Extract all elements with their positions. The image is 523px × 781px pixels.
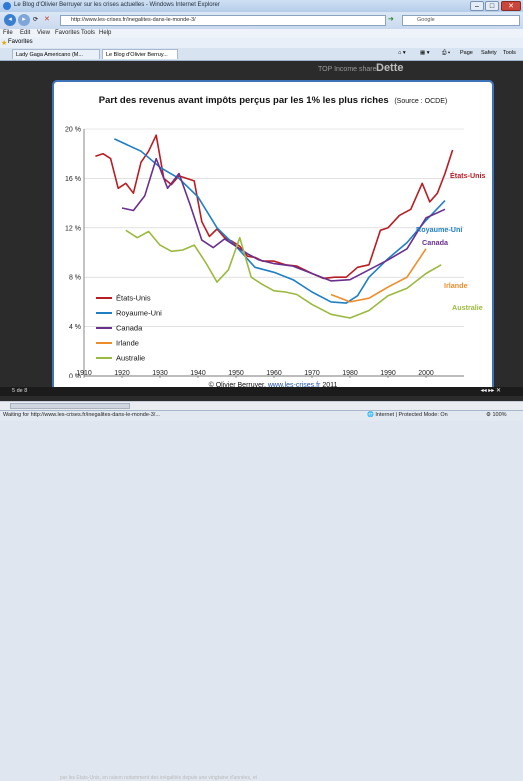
back-icon[interactable]: ◂ bbox=[4, 14, 16, 26]
forward-icon[interactable]: ▸ bbox=[18, 14, 30, 26]
legend-label: Australie bbox=[116, 354, 145, 363]
zoom-level[interactable]: ⚙ 100% bbox=[486, 412, 507, 418]
behind-text: par les Etats-Unis, en raison notamment … bbox=[60, 775, 257, 781]
tab-bar: Lady Gaga Americano (M... Le Blog d'Oliv… bbox=[0, 48, 523, 61]
feeds-icon[interactable]: ▦ ▾ bbox=[420, 50, 430, 56]
x-tick-label: 1920 bbox=[114, 370, 130, 377]
slide-controls[interactable]: ◂◂ ▸▸ ✕ bbox=[480, 388, 501, 394]
series-end-label: Australie bbox=[452, 303, 483, 312]
y-tick-label: 8 % bbox=[69, 275, 81, 282]
tab-blog[interactable]: Le Blog d'Olivier Berruy... bbox=[102, 49, 178, 59]
series-line-Canada bbox=[121, 157, 446, 282]
x-tick-label: 1940 bbox=[190, 370, 206, 377]
credit-link[interactable]: www.les-crises.fr bbox=[267, 382, 321, 389]
horizontal-scrollbar[interactable] bbox=[0, 401, 523, 411]
income-chart: Part des revenus avant impôts perçus par… bbox=[65, 95, 486, 381]
menu-bar: File Edit View Favorites Tools Help bbox=[0, 29, 523, 38]
background-left-text: TOP Income share bbox=[318, 66, 377, 73]
go-icon[interactable]: ➜ bbox=[388, 16, 394, 23]
x-tick-label: 1990 bbox=[380, 370, 396, 377]
stop-icon[interactable]: ✕ bbox=[44, 16, 50, 23]
menu-edit[interactable]: Edit bbox=[20, 30, 31, 36]
page-content: TOP Income share Dette Part des revenus … bbox=[0, 61, 523, 401]
close-button[interactable]: ✕ bbox=[501, 1, 521, 11]
ie-logo-icon bbox=[3, 2, 11, 10]
security-zone: 🌐 Internet | Protected Mode: On bbox=[367, 412, 448, 418]
legend-label: Irlande bbox=[116, 339, 139, 348]
status-bar: Waiting for http://www.les-crises.fr/ine… bbox=[0, 410, 523, 421]
search-input[interactable]: Google bbox=[402, 15, 520, 26]
print-icon[interactable]: ⎙ ▾ bbox=[442, 50, 451, 56]
favorites-button[interactable]: Favorites bbox=[8, 39, 33, 45]
series-line-Australie bbox=[125, 229, 442, 319]
menu-help[interactable]: Help bbox=[99, 30, 112, 36]
chart-title: Part des revenus avant impôts perçus par… bbox=[99, 95, 447, 106]
menu-tools[interactable]: Tools bbox=[81, 30, 96, 36]
minimize-button[interactable]: – bbox=[470, 1, 484, 11]
chart-subtitle: (Source : OCDE) bbox=[394, 98, 447, 105]
safety-menu[interactable]: Safety bbox=[481, 50, 497, 56]
chart-axes: 0 % 4 % 8 % 12 % 16 % 20 % 1910 1920 1930 1940 195… bbox=[65, 127, 464, 381]
background-right-text: Dette bbox=[376, 62, 404, 74]
refresh-icon[interactable]: ⟳ bbox=[33, 17, 39, 23]
series-end-labels: États-Unis Royaume-Uni Canada Irlande Austra… bbox=[416, 171, 486, 312]
tab-label: Le Blog d'Olivier Berruy... bbox=[106, 52, 168, 58]
maximize-button[interactable]: □ bbox=[485, 1, 499, 11]
page-menu[interactable]: Page bbox=[460, 50, 473, 56]
status-text: Waiting for http://www.les-crises.fr/ine… bbox=[3, 412, 160, 418]
y-tick-label: 12 % bbox=[65, 225, 81, 232]
tab-lady-gaga[interactable]: Lady Gaga Americano (M... bbox=[12, 49, 100, 59]
series-end-label: Irlande bbox=[444, 281, 468, 290]
chart-slide: Part des revenus avant impôts perçus par… bbox=[52, 80, 494, 392]
legend-label: États-Unis bbox=[116, 294, 151, 303]
menu-favorites[interactable]: Favorites bbox=[55, 30, 80, 36]
menu-view[interactable]: View bbox=[37, 30, 50, 36]
x-tick-label: 1970 bbox=[304, 370, 320, 377]
credit-year: 2011 bbox=[320, 382, 338, 389]
slide-counter: 5 de 8 bbox=[12, 388, 28, 394]
tab-label: Lady Gaga Americano (M... bbox=[16, 52, 83, 58]
slideshow-nav: 5 de 8 par les Etats-Unis, en raison not… bbox=[0, 387, 523, 781]
chart-legend: États-Unis Royaume-Uni Canada Irlande Austra… bbox=[96, 294, 162, 363]
window-title: Le Blog d'Olivier Berruyer sur les crise… bbox=[14, 2, 220, 8]
y-tick-label: 16 % bbox=[65, 176, 81, 183]
legend-label: Canada bbox=[116, 324, 143, 333]
url-input[interactable]: http://www.les-crises.fr/inegalites-dans… bbox=[60, 15, 386, 26]
x-tick-label: 2000 bbox=[418, 370, 434, 377]
legend-label: Royaume-Uni bbox=[116, 309, 162, 318]
x-tick-label: 1910 bbox=[76, 370, 92, 377]
chart-credit: © Olivier Berruyer, www.les-crises.fr 20… bbox=[54, 382, 492, 389]
menu-file[interactable]: File bbox=[3, 30, 13, 36]
series-end-label: Canada bbox=[422, 238, 449, 247]
series-line-Irlande bbox=[330, 248, 427, 303]
window-titlebar: Le Blog d'Olivier Berruyer sur les crise… bbox=[0, 0, 523, 12]
credit-prefix: © Olivier Berruyer, bbox=[208, 382, 268, 389]
y-tick-label: 20 % bbox=[65, 127, 81, 134]
series-line-Royaume-Uni bbox=[114, 138, 446, 304]
series-line-États-Unis bbox=[95, 134, 454, 280]
chart-series bbox=[95, 134, 454, 319]
tools-menu[interactable]: Tools bbox=[503, 50, 516, 56]
x-tick-label: 1930 bbox=[152, 370, 168, 377]
y-tick-label: 0 % bbox=[69, 374, 81, 379]
x-tick-label: 1950 bbox=[228, 370, 244, 377]
star-icon: ★ bbox=[1, 40, 8, 47]
y-tick-label: 4 % bbox=[69, 324, 81, 331]
chart-grid bbox=[84, 128, 464, 377]
address-bar: ◂ ▸ ⟳ ✕ http://www.les-crises.fr/inegali… bbox=[0, 12, 523, 29]
series-end-label: États-Unis bbox=[450, 171, 486, 180]
home-icon[interactable]: ⌂ ▾ bbox=[398, 50, 406, 56]
x-tick-label: 1980 bbox=[342, 370, 358, 377]
chart-title-main: Part des revenus avant impôts perçus par… bbox=[99, 95, 389, 106]
scrollbar-thumb[interactable] bbox=[10, 403, 130, 409]
x-tick-label: 1960 bbox=[266, 370, 282, 377]
series-end-label: Royaume-Uni bbox=[416, 225, 462, 234]
